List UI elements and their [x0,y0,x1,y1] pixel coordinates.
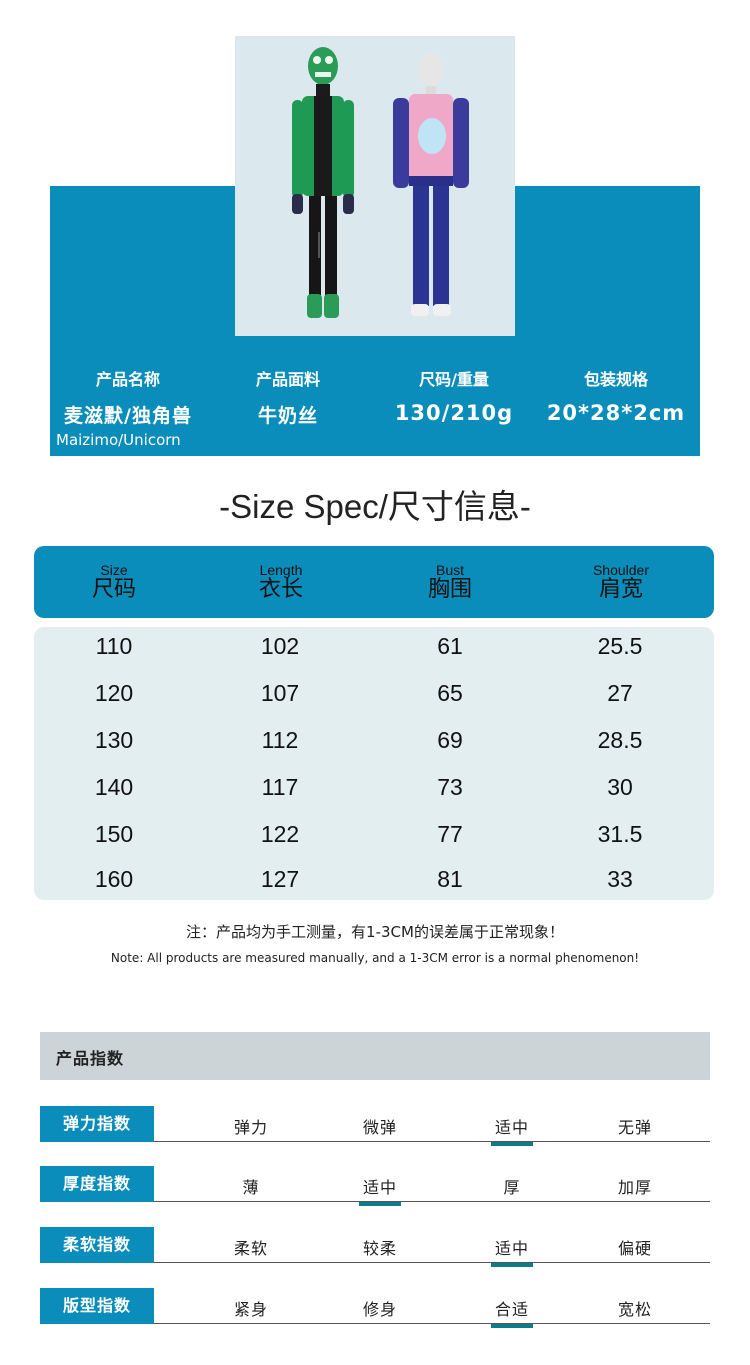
size-spec-title: -Size Spec/尺寸信息- [219,488,531,525]
index-option-selected: 适中 [467,1114,557,1146]
index-option: 较柔 [362,1239,397,1258]
divider [154,1201,710,1202]
cell-shoulder: 28.5 [597,727,643,753]
measurement-note-en: Note: All products are measured manually… [110,951,640,965]
table-row: 160 127 81 33 [34,866,714,896]
cell-shoulder: 33 [607,866,633,892]
cell-bust: 81 [437,866,463,892]
unicorn-costume-figure [393,53,469,316]
index-label: 厚度指数 [40,1166,154,1202]
cell-size: 120 [94,680,134,706]
header-bust: Bust 胸围 [365,562,535,602]
index-option: 薄 [242,1178,260,1197]
size-table-body: 110 102 61 25.5 120 107 65 27 130 112 69… [34,627,714,900]
table-row: 130 112 69 28.5 [34,727,714,757]
cell-size: 150 [94,821,134,847]
index-label: 柔软指数 [40,1227,154,1263]
index-option: 弹力 [233,1118,268,1137]
header-cn: 衣长 [258,577,303,602]
index-option-selected: 适中 [467,1235,557,1267]
index-option: 修身 [362,1300,397,1319]
cell-length: 112 [261,727,299,753]
info-value: 牛奶丝 [257,405,318,427]
info-value: 麦滋默/独角兽 [64,405,192,427]
header-cn: 胸围 [427,577,472,602]
table-row: 150 122 77 31.5 [34,821,714,851]
cell-length: 117 [261,774,299,800]
info-value: 20*28*2cm [546,401,686,425]
info-fabric: 产品面料 牛奶丝 [208,366,368,428]
index-label: 版型指数 [40,1288,154,1324]
index-row-thickness: 厚度指数 薄 适中 厚 加厚 [40,1166,710,1206]
header-shoulder: Shoulder 肩宽 [536,562,706,602]
header-en: Bust [435,562,464,578]
table-row: 110 102 61 25.5 [34,633,714,663]
green-costume-figure [292,47,354,318]
info-product-name: 产品名称 麦滋默/独角兽 Maizimo/Unicorn [48,366,208,449]
index-option: 无弹 [617,1118,652,1137]
cell-shoulder: 27 [607,680,633,706]
info-value: 130/210g [394,401,514,425]
info-label: 产品面料 [255,370,320,389]
index-row-softness: 柔软指数 柔软 较柔 适中 偏硬 [40,1227,710,1267]
table-row: 120 107 65 27 [34,680,714,710]
divider [154,1262,710,1263]
product-index-title: 产品指数 [56,1049,125,1068]
cell-bust: 61 [437,633,463,659]
info-packaging: 包装规格 20*28*2cm [536,366,696,425]
info-sub: Maizimo/Unicorn [56,431,181,449]
cell-size: 130 [94,727,134,753]
index-option: 宽松 [617,1300,652,1319]
cell-bust: 65 [437,680,463,706]
info-size-weight: 尺码/重量 130/210g [374,366,534,425]
cell-bust: 73 [437,774,463,800]
cell-shoulder: 31.5 [597,821,643,847]
cell-shoulder: 30 [607,774,633,800]
index-option: 厚 [503,1178,521,1197]
info-label: 产品名称 [95,370,160,389]
index-option: 紧身 [233,1300,268,1319]
size-table-header: Size 尺码 Length 衣长 Bust 胸围 Shoulder 肩宽 [34,546,714,618]
index-option: 加厚 [617,1178,652,1197]
cell-length: 122 [260,821,300,847]
table-row: 140 117 73 30 [34,774,714,804]
divider [154,1141,710,1142]
cell-size: 140 [94,774,134,800]
header-en: Shoulder [592,562,650,578]
header-size: Size 尺码 [29,562,199,602]
cell-length: 102 [260,633,300,659]
product-index-header: 产品指数 [40,1032,710,1080]
index-label: 弹力指数 [40,1106,154,1142]
cell-length: 127 [260,866,300,892]
cell-size: 110 [95,633,133,659]
index-option-selected: 合适 [467,1296,557,1328]
index-option: 偏硬 [617,1239,652,1258]
info-label: 包装规格 [583,370,648,389]
cell-size: 160 [94,866,134,892]
header-cn: 尺码 [91,577,136,602]
cell-shoulder: 25.5 [597,633,643,659]
index-option: 微弹 [362,1118,397,1137]
product-photo [235,36,515,336]
index-row-fit: 版型指数 紧身 修身 合适 宽松 [40,1288,710,1328]
measurement-note-cn: 注：产品均为手工测量，有1-3CM的误差属于正常现象！ [186,923,564,941]
divider [154,1323,710,1324]
cell-bust: 69 [437,727,463,753]
header-en: Size [100,562,128,578]
cell-length: 107 [260,680,300,706]
info-label: 尺码/重量 [419,370,489,389]
header-length: Length 衣长 [196,562,366,602]
header-cn: 肩宽 [598,577,643,602]
index-row-elasticity: 弹力指数 弹力 微弹 适中 无弹 [40,1106,710,1146]
header-en: Length [259,562,303,578]
index-option-selected: 适中 [335,1174,425,1206]
index-option: 柔软 [233,1239,268,1258]
cell-bust: 77 [437,821,463,847]
